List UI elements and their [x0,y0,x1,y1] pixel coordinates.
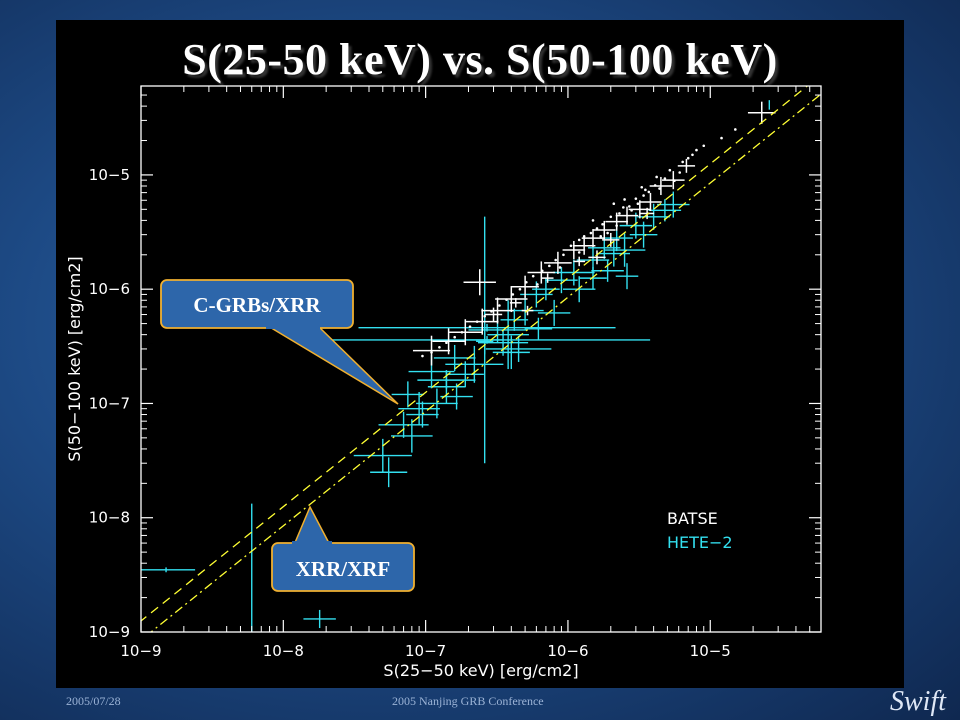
batse-dot [678,171,682,174]
batse-dot [702,144,706,148]
callout-lower-pointer [293,505,331,546]
batse-dot [536,283,539,286]
batse-dot [636,202,640,205]
batse-dot [691,153,694,157]
batse-dot [438,346,441,349]
reference-line-dash-dot [150,93,821,632]
batse-dot [655,175,658,179]
batse-dot [577,251,581,254]
axis-ticks [140,86,821,633]
batse-dot [430,351,433,354]
batse-dot [628,205,631,208]
batse-dot [686,156,690,160]
x-tick-label: 10−5 [690,642,731,660]
batse-dot [498,304,501,307]
batse-dot [453,335,456,339]
batse-dot [615,224,618,227]
x-tick-label: 10−6 [547,642,588,660]
batse-dot [640,185,644,189]
batse-dot [681,160,684,164]
batse-dot [644,188,647,192]
batse-dot [623,198,626,201]
x-axis-label: S(25−50 keV) [erg/cm2] [383,661,578,680]
batse-dot [540,269,544,273]
x-tick-label: 10−7 [405,642,446,660]
batse-dot [599,235,603,238]
batse-dot [658,187,661,190]
batse-dot [622,206,625,209]
y-tick-label: 10−6 [89,280,130,298]
footer-date: 2005/07/28 [66,694,121,708]
batse-dot [468,325,472,328]
batse-dot [569,244,573,248]
batse-dot [595,227,599,230]
batse-dot [483,314,486,318]
batse-dot [695,148,698,152]
batse-dot [606,231,609,235]
slide-panel [56,20,904,688]
reference-line-dashed [141,86,809,622]
reference-lines [141,86,821,632]
batse-dot [720,136,723,140]
batse-dot [548,264,551,268]
batse-dot [634,197,638,200]
y-tick-label: 10−7 [89,394,130,412]
batse-dot [475,320,479,323]
batse-dot [421,354,424,358]
callout-lower: XRR/XRF [271,505,415,592]
batse-dot [609,215,613,219]
batse-dot [525,280,528,284]
legend-batse: BATSE [667,509,718,528]
callout-upper-pointer [267,325,399,405]
callout-upper-label: C-GRBs/XRR [193,293,321,317]
batse-dot [511,293,515,296]
batse-dot [668,168,672,172]
batse-dot [558,266,562,269]
batse-dot [653,184,657,187]
slide-title: S(25-50 keV) vs. S(50-100 keV) [182,35,778,84]
footer-conference: 2005 Nanjing GRB Conference [392,694,544,708]
x-tick-label: 10−9 [120,642,161,660]
batse-dot [582,235,586,238]
batse-dot [630,209,633,212]
batse-dot [518,287,522,291]
y-tick-label: 10−9 [89,623,130,641]
callout-upper-box [160,279,354,329]
batse-dot [562,253,565,257]
batse-dot [591,219,595,222]
batse-series [412,101,776,366]
swift-logo: Swift [889,686,946,717]
plot-frame [140,85,822,633]
batse-dot [589,231,593,235]
batse-dot [647,190,651,194]
callout-upper: C-GRBs/XRR [160,279,399,405]
batse-dot [445,341,448,345]
batse-dot [601,222,604,226]
batse-dot [642,194,645,197]
y-tick-label: 10−5 [89,166,130,184]
batse-dot [460,330,464,334]
batse-dot [734,128,737,131]
x-tick-label: 10−8 [263,642,304,660]
batse-dot [663,177,667,180]
batse-dot [505,298,508,301]
batse-dot [612,202,616,205]
y-tick-label: 10−8 [89,509,130,527]
tick-labels: 10−9 10−8 10−7 10−6 10−5 10−9 10−8 10−7 10−6 10−5 [89,166,731,660]
batse-dot [618,212,621,215]
callout-lower-label: XRR/XRF [296,557,391,581]
callout-lower-box [271,542,415,592]
legend-hete2: HETE−2 [667,533,733,552]
batse-dot [673,179,676,183]
batse-dot [554,258,557,262]
batse-dot [490,310,493,313]
y-axis-label: S(50−100 keV) [erg/cm2] [65,256,84,461]
batse-dot [531,274,535,278]
batse-dot [577,238,581,242]
